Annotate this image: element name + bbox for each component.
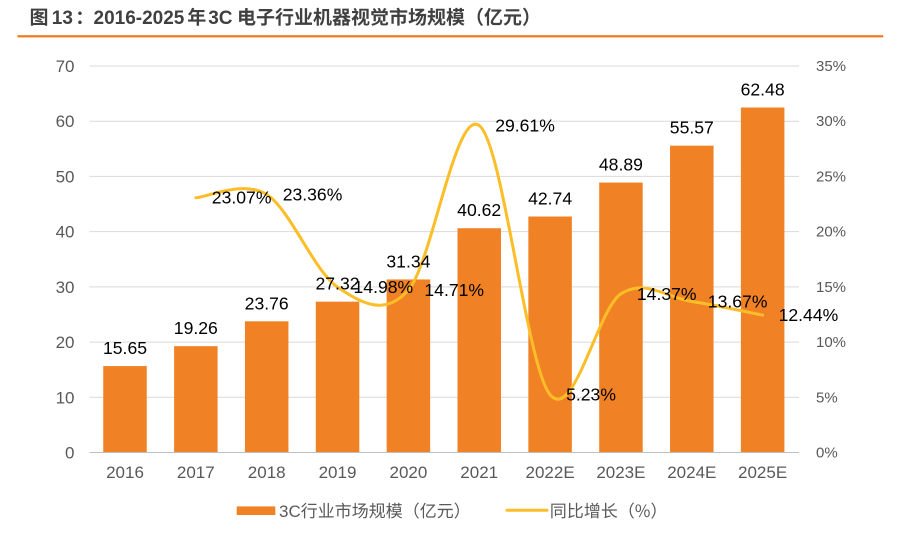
- svg-text:35%: 35%: [816, 58, 846, 75]
- svg-text:70: 70: [56, 57, 75, 76]
- svg-text:60: 60: [56, 112, 75, 131]
- svg-text:5%: 5%: [816, 389, 838, 406]
- svg-text:29.61%: 29.61%: [495, 116, 555, 136]
- svg-text:10: 10: [56, 388, 75, 407]
- svg-text:27.32: 27.32: [315, 274, 359, 294]
- svg-text:40.62: 40.62: [457, 200, 501, 220]
- svg-text:3C: 3C: [279, 502, 301, 521]
- svg-text:2019: 2019: [319, 463, 357, 482]
- svg-text:2016-2025: 2016-2025: [94, 8, 185, 29]
- svg-text:19.26: 19.26: [174, 318, 218, 338]
- svg-text:13: 13: [52, 8, 73, 29]
- svg-text:3C: 3C: [208, 8, 233, 29]
- svg-text:50: 50: [56, 167, 75, 186]
- svg-text:40: 40: [56, 223, 75, 242]
- svg-text:13.67%: 13.67%: [708, 292, 768, 312]
- svg-text:10%: 10%: [816, 334, 846, 351]
- svg-text:5.23%: 5.23%: [566, 385, 616, 405]
- svg-text:20: 20: [56, 333, 75, 352]
- svg-text:23.36%: 23.36%: [283, 185, 343, 205]
- svg-text:2021: 2021: [460, 463, 498, 482]
- svg-text:31.34: 31.34: [386, 252, 430, 272]
- svg-text:20%: 20%: [816, 224, 846, 241]
- svg-text:2024E: 2024E: [667, 463, 716, 482]
- svg-text:2017: 2017: [177, 463, 215, 482]
- svg-text:30: 30: [56, 278, 75, 297]
- svg-text:14.98%: 14.98%: [354, 277, 414, 297]
- svg-text:62.48: 62.48: [741, 80, 785, 100]
- svg-text:25%: 25%: [816, 168, 846, 185]
- svg-text:42.74: 42.74: [528, 189, 572, 209]
- svg-text:12.44%: 12.44%: [779, 305, 839, 325]
- svg-text:48.89: 48.89: [599, 155, 643, 175]
- svg-text:2022E: 2022E: [526, 463, 575, 482]
- svg-text:14.71%: 14.71%: [424, 280, 484, 300]
- svg-text:55.57: 55.57: [670, 118, 714, 138]
- svg-text:30%: 30%: [816, 113, 846, 130]
- svg-text:2023E: 2023E: [596, 463, 645, 482]
- svg-text:2020: 2020: [389, 463, 427, 482]
- svg-text:2018: 2018: [248, 463, 286, 482]
- svg-text:2016: 2016: [106, 463, 144, 482]
- svg-text:0: 0: [65, 444, 74, 463]
- svg-text:15.65: 15.65: [103, 338, 147, 358]
- svg-text:14.37%: 14.37%: [637, 284, 697, 304]
- svg-text:23.76: 23.76: [245, 293, 289, 313]
- svg-text:15%: 15%: [816, 279, 846, 296]
- svg-text:2025E: 2025E: [738, 463, 787, 482]
- svg-text:0%: 0%: [816, 445, 838, 462]
- svg-text:23.07%: 23.07%: [212, 188, 272, 208]
